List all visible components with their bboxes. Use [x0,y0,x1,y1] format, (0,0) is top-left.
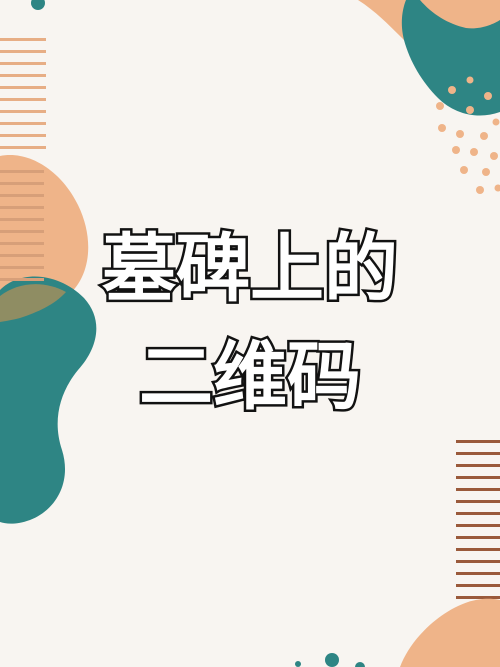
top-right-dots [436,76,500,194]
top-teal-dot [31,0,45,10]
left-overlap-shade [0,284,66,322]
left-blob-stripes [0,170,44,281]
left-teal-blob [0,276,97,524]
title-line-1: 墓碑上的 [100,226,401,312]
top-right-peach-overlap [420,0,500,29]
bottom-right-peach-blob [400,598,500,667]
bottom-teal-dots [295,653,365,667]
left-stripes [0,38,46,149]
top-right-teal-blob [401,0,500,116]
title-line-2: 二维码 [137,334,364,420]
